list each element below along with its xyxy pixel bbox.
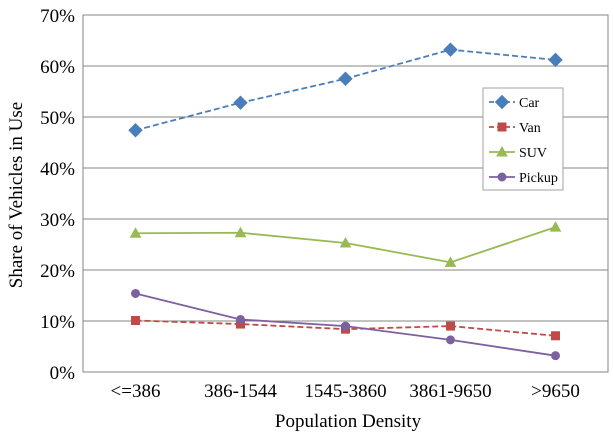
y-axis-ticks: 0% 10% 20% 30% 40% 50% 60% 70% bbox=[40, 6, 75, 384]
gridlines bbox=[83, 65, 608, 322]
legend-marker-van bbox=[497, 122, 507, 132]
y-tick-label: 40% bbox=[40, 159, 75, 180]
legend-label-suv: SUV bbox=[519, 146, 547, 161]
plot-area-border bbox=[82, 14, 609, 373]
y-tick-label: 0% bbox=[50, 363, 76, 384]
series-car bbox=[128, 42, 563, 138]
legend-item-suv: SUV bbox=[489, 145, 547, 161]
legend: Car Van SUV Pickup bbox=[482, 87, 564, 191]
data-point-car bbox=[443, 42, 458, 57]
legend-marker-suv bbox=[496, 145, 508, 157]
legend-item-pickup: Pickup bbox=[489, 171, 558, 186]
legend-marker-pickup bbox=[497, 172, 507, 182]
x-tick-label: 1545-3860 bbox=[304, 381, 386, 402]
data-point-suv bbox=[129, 227, 142, 238]
data-point-pickup bbox=[551, 351, 560, 361]
legend-label-van: Van bbox=[519, 121, 541, 136]
y-tick-label: 20% bbox=[40, 261, 75, 282]
data-point-suv bbox=[444, 256, 457, 267]
data-point-pickup bbox=[131, 288, 140, 298]
y-axis-title: Share of Vehicles in Use bbox=[6, 102, 27, 288]
data-point-car bbox=[338, 71, 353, 86]
x-axis-ticks: <=386 386-1544 1545-3860 3861-9650 >9650 bbox=[111, 381, 580, 402]
data-point-suv bbox=[339, 236, 352, 248]
y-tick-label: 50% bbox=[40, 108, 75, 129]
series-suv bbox=[129, 221, 562, 267]
data-point-van bbox=[131, 315, 140, 325]
data-point-pickup bbox=[236, 314, 245, 324]
data-point-suv bbox=[549, 221, 562, 232]
x-tick-label: >9650 bbox=[531, 381, 580, 402]
legend-item-car: Car bbox=[489, 94, 540, 111]
x-tick-label: 3861-9650 bbox=[409, 381, 491, 402]
data-point-car bbox=[233, 95, 248, 110]
y-tick-label: 60% bbox=[40, 57, 75, 78]
series-layer bbox=[128, 42, 563, 361]
data-point-suv bbox=[234, 226, 247, 238]
data-point-car bbox=[548, 52, 563, 68]
x-tick-label: <=386 bbox=[111, 381, 161, 402]
data-point-pickup bbox=[446, 335, 455, 345]
legend-item-van: Van bbox=[489, 121, 541, 136]
legend-items: Car Van SUV Pickup bbox=[489, 94, 558, 186]
y-tick-label: 70% bbox=[40, 6, 75, 27]
data-point-car bbox=[128, 123, 143, 138]
legend-label-pickup: Pickup bbox=[519, 171, 558, 186]
data-point-pickup bbox=[341, 321, 350, 331]
data-point-van bbox=[446, 321, 455, 331]
x-axis-title: Population Density bbox=[275, 411, 422, 432]
y-tick-label: 30% bbox=[40, 210, 75, 231]
data-point-van bbox=[551, 331, 560, 341]
x-tick-label: 386-1544 bbox=[204, 381, 277, 402]
series-pickup bbox=[131, 288, 560, 361]
legend-label-car: Car bbox=[519, 96, 540, 111]
legend-box bbox=[482, 87, 564, 191]
y-tick-label: 10% bbox=[40, 312, 75, 333]
legend-marker-car bbox=[494, 94, 510, 110]
